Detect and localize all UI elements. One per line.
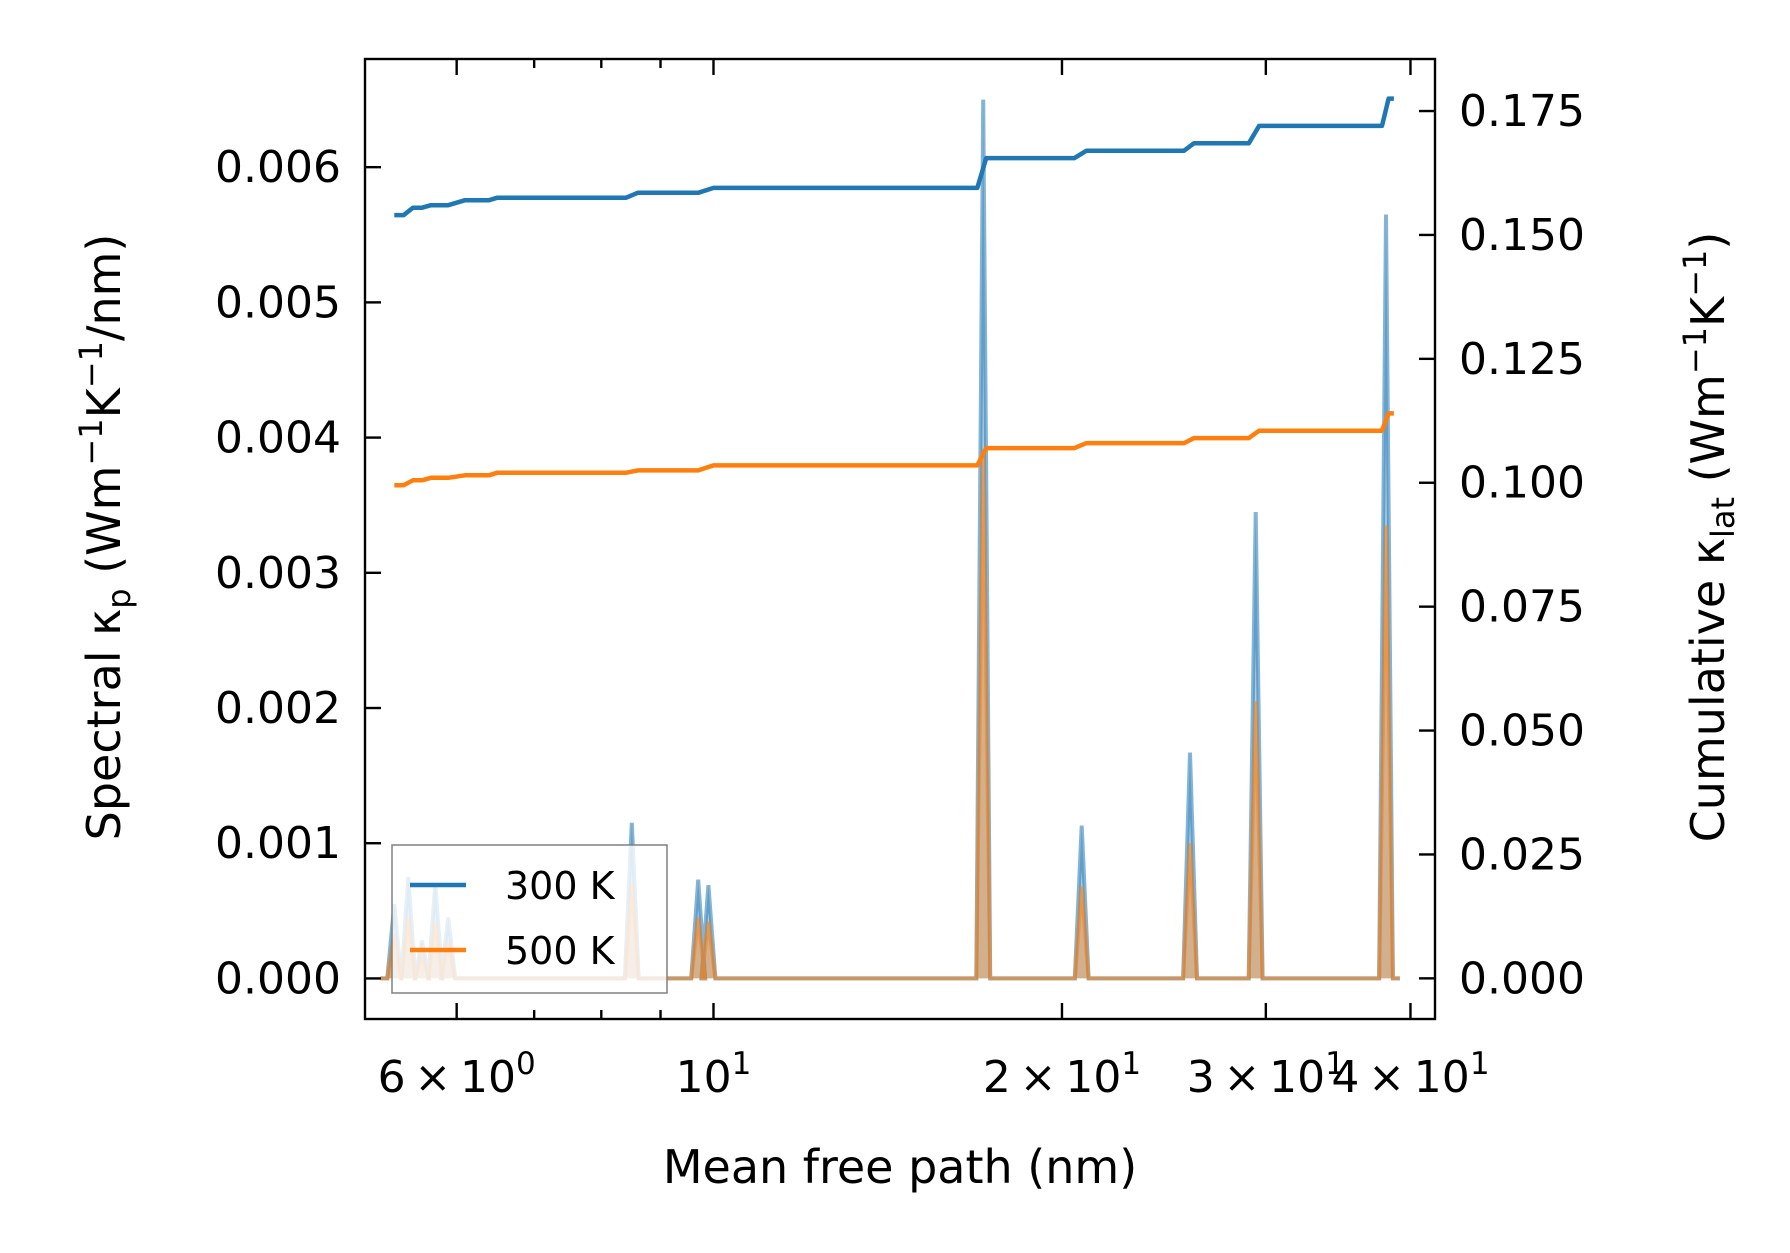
y-left-tick-label: 0.002 xyxy=(215,683,341,734)
y-left-tick-label: 0.003 xyxy=(215,548,341,599)
x-axis-label: Mean free path (nm) xyxy=(663,1140,1137,1194)
cumulative-line-500k xyxy=(394,411,1394,488)
legend-label-500k: 500 K xyxy=(505,929,616,973)
legend: 300 K 500 K xyxy=(391,844,668,994)
y-right-tick-label: 0.150 xyxy=(1459,210,1585,261)
cumulative-line-300k xyxy=(394,96,1394,218)
y-right-tick-label: 0.025 xyxy=(1459,829,1585,880)
y-axis-left-label: Spectral κp (Wm−1K−1/nm) xyxy=(72,234,138,841)
legend-label-300k: 300 K xyxy=(505,864,616,908)
y-right-tick-label: 0.050 xyxy=(1459,706,1585,757)
y-left-tick-label: 0.005 xyxy=(215,277,341,328)
y-left-tick-label: 0.001 xyxy=(215,818,341,869)
plot-frame xyxy=(363,57,1437,1021)
y-right-tick-label: 0.175 xyxy=(1459,86,1585,137)
y-right-tick-label: 0.000 xyxy=(1459,953,1585,1004)
y-left-tick-label: 0.004 xyxy=(215,413,341,464)
legend-box xyxy=(391,844,668,994)
y-right-tick-label: 0.125 xyxy=(1459,334,1585,385)
y-right-tick-label: 0.075 xyxy=(1459,582,1585,633)
x-tick-label: 101 xyxy=(676,1046,752,1103)
ticks-layer: 0.000 0.001 0.002 0.003 0.004 0.005 0.006 0.000… xyxy=(215,59,1585,1103)
y-axis-right-label: Cumulative κlat (Wm−1K−1) xyxy=(1676,232,1742,843)
cumulative-series-layer xyxy=(394,96,1394,488)
y-left-tick-label: 0.000 xyxy=(215,953,341,1004)
y-right-tick-label: 0.100 xyxy=(1459,458,1585,509)
x-tick-label: 2 × 101 xyxy=(983,1046,1141,1103)
x-tick-label: 4 × 101 xyxy=(1331,1046,1489,1103)
y-left-tick-label: 0.006 xyxy=(215,142,341,193)
x-tick-label: 3 × 101 xyxy=(1187,1046,1345,1103)
x-tick-label: 6 × 100 xyxy=(378,1046,536,1103)
